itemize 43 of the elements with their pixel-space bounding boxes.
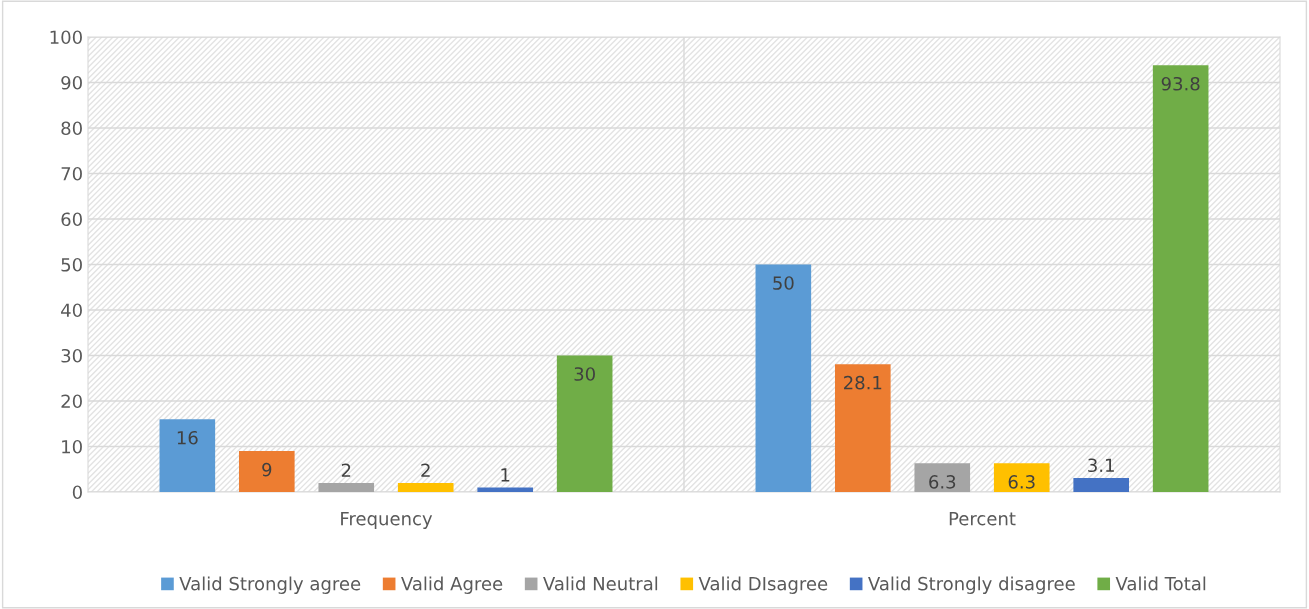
bar [914,463,971,492]
data-label: 2 [341,463,351,477]
bar [755,264,812,492]
data-label: 93.8 [1161,76,1200,91]
data-label: 9 [262,462,272,477]
bar [834,364,891,492]
bar [556,355,613,492]
bar [159,419,216,492]
bar [1152,65,1209,492]
data-label: 50 [773,276,794,290]
legend-label: Valid Strongly disagree [868,576,1075,594]
data-label: 2 [421,463,430,477]
data-label: 6.3 [1008,475,1035,489]
y-tick-label: 90 [61,75,82,90]
y-tick-label: 20 [61,394,82,409]
y-tick-label: 100 [50,30,82,45]
data-label: 30 [574,367,595,381]
y-tick-label: 0 [72,485,82,500]
y-tick-label: 80 [61,121,82,136]
legend-label: Valid Agree [401,576,503,594]
y-tick-label: 70 [61,166,82,181]
y-tick-label: 30 [61,348,82,363]
legend-label: Valid DIsagree [698,576,828,594]
data-label: 28.1 [844,375,882,390]
bar [1073,477,1130,492]
bar [477,487,534,492]
y-tick-label: 10 [62,439,82,454]
x-tick-label: Percent [949,512,1016,526]
legend-label: Valid Strongly agree [179,576,361,594]
y-tick-label: 40 [61,303,82,318]
legend-label: Valid Neutral [543,576,658,591]
bar [318,482,375,492]
data-label: 1 [501,468,510,482]
bar [397,482,454,492]
y-tick-label: 50 [61,257,82,272]
bar [993,463,1050,492]
data-label: 3.1 [1088,458,1114,473]
legend-label: Valid Total [1115,576,1206,591]
bar [238,451,295,492]
x-tick-label: Frequency [341,512,433,529]
data-label: 6.3 [929,475,956,489]
data-label: 16 [177,430,198,445]
y-tick-label: 60 [61,212,82,227]
